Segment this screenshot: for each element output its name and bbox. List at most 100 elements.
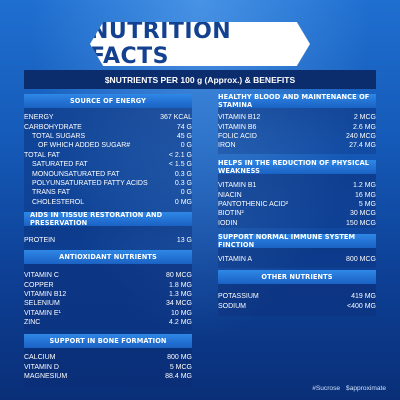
nutrient-value: 16 MG <box>354 191 376 199</box>
nutrient-value: 367 KCAL <box>160 114 192 122</box>
nutrient-row: VITAMIN B12 1.3 MG <box>24 290 192 299</box>
footer-sucrose-note: #Sucrose <box>312 385 341 392</box>
antioxidant-section-header: ANTIOXIDANT NUTRIENTS <box>24 250 192 264</box>
bone-rows: CALCIUM 800 MG VITAMIN D 5 MCG MAGNESIUM 88.4… <box>24 353 192 381</box>
nutrient-value: 2 MCG <box>353 114 376 122</box>
nutrient-row: VITAMIN E¹ 10 MG <box>24 309 192 318</box>
nutrient-value: 80 MCG <box>165 272 192 280</box>
nutrient-row: ENERGY 367 KCAL <box>24 113 192 122</box>
nutrient-row: CHOLESTEROL 0 MG <box>24 198 192 207</box>
nutrient-row: IODIN 150 MCG <box>218 219 376 228</box>
subheader-bar: $NUTRIENTS PER 100 g (Approx.) & BENEFIT… <box>24 70 376 89</box>
nutrient-value: 2.6 MG <box>353 123 376 131</box>
nutrient-value: 419 MG <box>351 293 376 301</box>
nutrient-label: CHOLESTEROL <box>32 198 85 206</box>
nutrient-row: FOLIC ACID 240 MCG <box>218 132 376 141</box>
nutrient-value: 150 MCG <box>346 219 376 227</box>
blood-section-title: HEALTHY BLOOD AND MAINTENANCE OF STAMINA <box>218 93 370 109</box>
nutrient-value: < 1.5 G <box>168 161 192 169</box>
nutrient-value: 30 MCG <box>349 210 376 218</box>
nutrient-label: SATURATED FAT <box>32 161 88 169</box>
nutrient-row: ZINC 4.2 MG <box>24 318 192 327</box>
bone-section-header: SUPPORT IN BONE FORMATION <box>24 334 192 348</box>
antioxidant-rows: VITAMIN C 80 MCG COPPER 1.8 MG VITAMIN B12 1.… <box>24 271 192 327</box>
nutrient-value: 5 MG <box>358 200 376 208</box>
nutrient-row: CARBOHYDRATE 74 G <box>24 122 192 131</box>
nutrient-label: BIOTIN² <box>218 210 244 218</box>
nutrient-row: SODIUM <400 MG <box>218 301 376 310</box>
nutrient-label: VITAMIN B6 <box>218 123 257 131</box>
tissue-section-title: AIDS IN TISSUE RESTORATION AND PRESERVAT… <box>30 211 163 227</box>
nutrient-label: ENERGY <box>24 114 54 122</box>
nutrient-row: BIOTIN² 30 MCG <box>218 209 376 218</box>
nutrient-row: TOTAL FAT < 2.1 G <box>24 151 192 160</box>
nutrient-label: IODIN <box>218 219 238 227</box>
nutrient-value: 800 MCG <box>346 256 376 264</box>
footer-notes: #Sucrose $approximate <box>312 385 386 392</box>
nutrient-value: 0.3 G <box>174 170 192 178</box>
nutrient-label: OF WHICH ADDED SUGAR# <box>38 142 131 150</box>
immune-section-title: SUPPORT NORMAL IMMUNE SYSTEM FINCTION <box>218 233 356 249</box>
nutrient-row: PANTOTHENIC ACID² 5 MG <box>218 200 376 209</box>
title-badge: NUTRITION FACTS <box>90 22 310 66</box>
nutrient-value: 10 MG <box>170 309 192 317</box>
nutrient-value: 34 MCG <box>165 300 192 308</box>
nutrient-label: IRON <box>218 142 236 150</box>
nutrient-label: PANTOTHENIC ACID² <box>218 200 289 208</box>
nutrient-label: FOLIC ACID <box>218 132 257 140</box>
nutrient-label: VITAMIN A <box>218 256 253 264</box>
nutrient-value: 45 G <box>176 132 192 140</box>
energy-panel <box>24 94 192 222</box>
nutrient-label: TOTAL FAT <box>24 151 60 159</box>
energy-section-title: SOURCE OF ENERGY <box>69 97 147 105</box>
nutrient-value: 13 G <box>176 237 192 245</box>
nutrient-label: ZINC <box>24 319 41 327</box>
page-title: NUTRITION FACTS <box>90 19 232 69</box>
nutrient-row: VITAMIN A 800 MCG <box>218 255 376 264</box>
nutrient-label: SELENIUM <box>24 300 60 308</box>
nutrient-value: 74 G <box>176 123 192 131</box>
nutrient-row: TRANS FAT 0 G <box>24 188 192 197</box>
nutrient-row: POTASSIUM 419 MG <box>218 292 376 301</box>
nutrient-label: MAGNESIUM <box>24 372 68 380</box>
nutrient-label: PROTEIN <box>24 237 56 245</box>
nutrient-label: POTASSIUM <box>218 293 259 301</box>
immune-section-header: SUPPORT NORMAL IMMUNE SYSTEM FINCTION <box>218 233 376 249</box>
nutrient-value: 27.4 MG <box>349 142 376 150</box>
nutrient-row: MAGNESIUM 88.4 MG <box>24 372 192 381</box>
nutrient-value: 88.4 MG <box>165 372 192 380</box>
tissue-section-header: AIDS IN TISSUE RESTORATION AND PRESERVAT… <box>24 211 192 227</box>
nutrient-label: VITAMIN B12 <box>24 290 67 298</box>
nutrient-label: VITAMIN B12 <box>218 114 261 122</box>
energy-section-header: SOURCE OF ENERGY <box>24 94 192 108</box>
weakness-section-header: HELPS IN THE REDUCTION OF PHYSICAL WEAKN… <box>218 159 376 175</box>
nutrient-label: VITAMIN E¹ <box>24 309 61 317</box>
nutrient-row: OF WHICH ADDED SUGAR# 0 G <box>24 141 192 150</box>
footer-approx-note: $approximate <box>346 385 386 392</box>
nutrient-value: 0 G <box>180 142 192 150</box>
nutrient-row: IRON 27.4 MG <box>218 141 376 150</box>
nutrient-row: POLYUNSATURATED FATTY ACIDS 0.3 G <box>24 179 192 188</box>
nutrient-value: 0 G <box>180 189 192 197</box>
nutrient-value: 240 MCG <box>346 132 376 140</box>
tissue-rows: PROTEIN 13 G <box>24 236 192 245</box>
nutrient-row: VITAMIN D 5 MCG <box>24 362 192 371</box>
nutrient-label: CALCIUM <box>24 354 56 362</box>
nutrient-row: VITAMIN B1 1.2 MG <box>218 181 376 190</box>
nutrient-value: 5 MCG <box>169 363 192 371</box>
nutrient-label: COPPER <box>24 281 54 289</box>
nutrient-label: NIACIN <box>218 191 242 199</box>
nutrient-label: VITAMIN D <box>24 363 59 371</box>
nutrient-label: TRANS FAT <box>32 189 70 197</box>
nutrient-row: CALCIUM 800 MG <box>24 353 192 362</box>
nutrient-value: 0 MG <box>174 198 192 206</box>
nutrient-row: VITAMIN B12 2 MCG <box>218 113 376 122</box>
nutrient-row: NIACIN 16 MG <box>218 190 376 199</box>
nutrient-row: VITAMIN C 80 MCG <box>24 271 192 280</box>
nutrient-value: 1.8 MG <box>169 281 192 289</box>
nutrient-label: VITAMIN C <box>24 272 59 280</box>
nutrient-value: <400 MG <box>347 302 376 310</box>
other-rows: POTASSIUM 419 MG SODIUM <400 MG <box>218 292 376 311</box>
nutrient-value: < 2.1 G <box>168 151 192 159</box>
nutrient-label: CARBOHYDRATE <box>24 123 82 131</box>
